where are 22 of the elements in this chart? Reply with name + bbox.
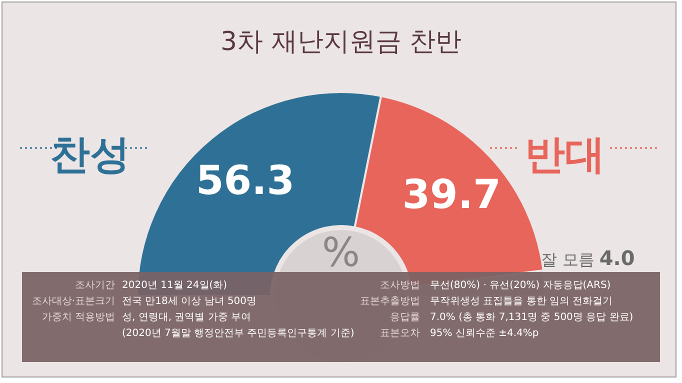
text: 무선(80%) · 유선(20%) 자동응답(ARS) (430, 280, 611, 291)
text: 조사방법 (380, 280, 420, 291)
text: 응답률 (390, 312, 420, 323)
legend-label: 찬성 (50, 132, 130, 178)
text: % (322, 230, 360, 276)
slice-label: 잘 모름 (541, 250, 600, 269)
data-label: 4.0 (599, 246, 635, 270)
text: 7.0% (총 통화 7,131명 중 500명 응답 완료) (430, 312, 634, 323)
text: 표본추출방법 (360, 296, 420, 307)
data-label: 56.3 (196, 158, 295, 204)
data-label: 39.7 (402, 172, 501, 218)
chart-title: 3차 재난지원금 찬반 (220, 27, 462, 57)
text: 가중치 적용방법 (42, 312, 115, 323)
text: 성, 연령대, 권역별 가중 부여 (2020년 7월말 행정안전부 주민등록인구통계 기준) (122, 312, 354, 339)
legend-label: 반대 (525, 132, 605, 178)
text: 조사기간 (75, 280, 115, 291)
text: 2020년 11월 24일(화) (122, 280, 228, 291)
text: 조사대상·표본크기 (32, 296, 115, 307)
text: 95% 신뢰수준 ±4.4%p (430, 328, 539, 339)
text: 무작위생성 표집틀을 통한 임의 전화걸기 (430, 296, 613, 307)
text: 전국 만18세 이상 남녀 500명 (122, 296, 257, 307)
text: 표본오차 (380, 328, 420, 339)
